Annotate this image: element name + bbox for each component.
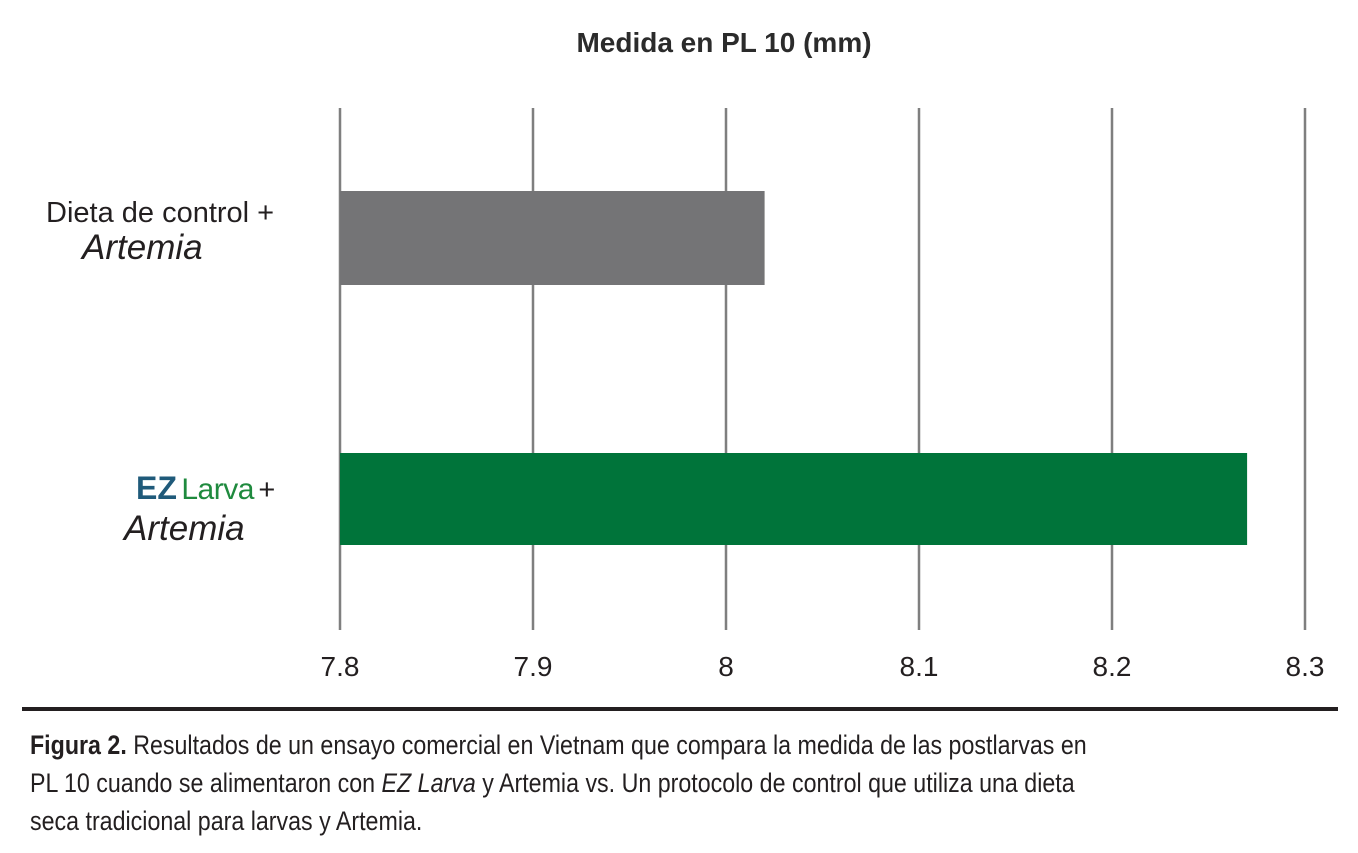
category-label-ez-larva-line2: Artemia (124, 509, 245, 548)
caption-text-d: seca tradicional para larvas y Artemia. (30, 806, 423, 836)
category-label-ez-larva-line1: EZ Larva + (136, 470, 275, 507)
category-label-ez-larva: EZ Larva + Artemia (124, 470, 275, 549)
ez-larva-logo-ez: EZ (136, 470, 177, 506)
caption-divider (22, 707, 1338, 711)
caption-text-b: PL 10 cuando se alimentaron con (30, 768, 382, 798)
caption-text-c: y Artemia vs. Un protocolo de control qu… (475, 768, 1075, 798)
chart-title: Medida en PL 10 (mm) (576, 27, 872, 58)
category-label-control-line2: Artemia (82, 228, 203, 267)
ez-larva-logo-larva: Larva (181, 473, 254, 506)
x-tick-label-8.1: 8.1 (900, 651, 939, 682)
caption-text-a: Resultados de un ensayo comercial en Vie… (126, 730, 1087, 760)
caption-product: EZ Larva (381, 768, 476, 798)
x-tick-label-7.9: 7.9 (514, 651, 553, 682)
caption-figure-label: Figura 2. (30, 730, 127, 760)
category-label-control: Dieta de control + Artemia (46, 197, 274, 268)
bar-control-artemia (340, 191, 765, 285)
ez-larva-plus: + (258, 474, 276, 506)
category-label-control-line1: Dieta de control + (46, 197, 275, 229)
x-tick-label-7.8: 7.8 (321, 651, 360, 682)
x-tick-label-8.3: 8.3 (1286, 651, 1325, 682)
x-tick-label-8.2: 8.2 (1093, 651, 1132, 682)
bar-ez-larva-artemia (340, 453, 1248, 545)
x-tick-label-8: 8 (718, 651, 734, 682)
bar-chart: 7.8 7.9 8 8.1 8.2 8.3 (321, 108, 1325, 682)
figure-caption: Figura 2. Resultados de un ensayo comerc… (30, 726, 1320, 840)
